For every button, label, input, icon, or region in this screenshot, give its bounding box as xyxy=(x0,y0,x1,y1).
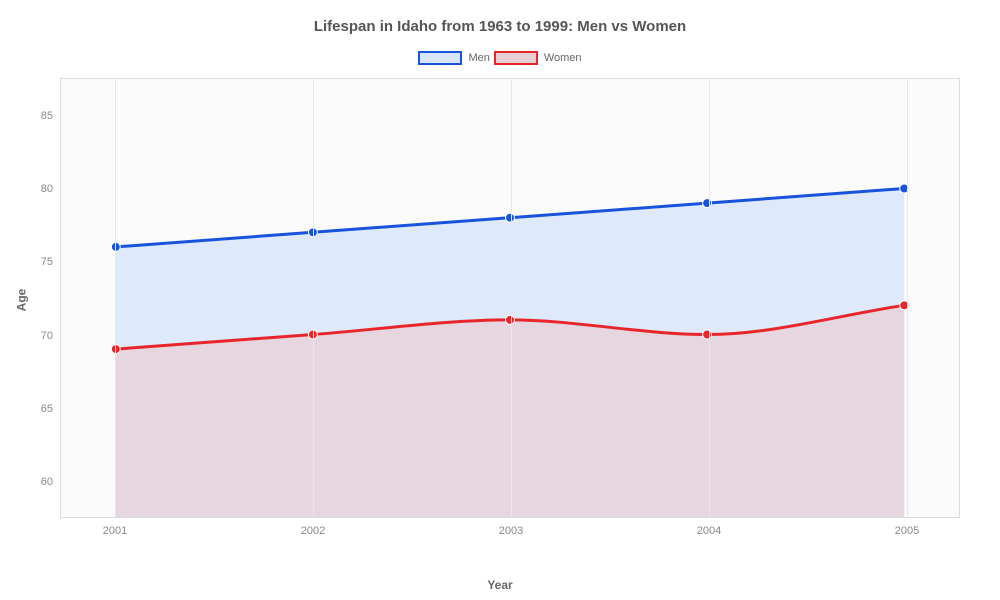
chart-container: Lifespan in Idaho from 1963 to 1999: Men… xyxy=(0,0,1000,600)
y-tick-label: 75 xyxy=(41,256,61,268)
x-tick-label: 2002 xyxy=(301,517,325,537)
data-point[interactable] xyxy=(703,330,712,339)
plot-area: 20012002200320042005606570758085 xyxy=(60,78,960,518)
x-tick-label: 2003 xyxy=(499,517,523,537)
chart-title: Lifespan in Idaho from 1963 to 1999: Men… xyxy=(0,0,1000,35)
y-tick-label: 85 xyxy=(41,110,61,122)
y-tick-label: 70 xyxy=(41,330,61,342)
legend: Men Women xyxy=(0,51,1000,65)
legend-swatch-men xyxy=(418,51,462,65)
grid-line xyxy=(313,79,314,517)
x-tick-label: 2001 xyxy=(103,517,127,537)
legend-label-women: Women xyxy=(544,52,582,64)
x-tick-label: 2004 xyxy=(697,517,721,537)
grid-line xyxy=(709,79,710,517)
legend-item-men: Men xyxy=(418,51,489,65)
x-tick-label: 2005 xyxy=(895,517,919,537)
chart-svg xyxy=(61,79,959,517)
x-axis-title: Year xyxy=(487,578,512,592)
legend-item-women: Women xyxy=(494,51,582,65)
data-point[interactable] xyxy=(506,213,515,222)
grid-line xyxy=(907,79,908,517)
grid-line xyxy=(115,79,116,517)
y-tick-label: 65 xyxy=(41,403,61,415)
grid-line xyxy=(511,79,512,517)
legend-label-men: Men xyxy=(468,52,489,64)
y-axis-title: Age xyxy=(14,289,28,312)
y-tick-label: 60 xyxy=(41,476,61,488)
data-point[interactable] xyxy=(703,199,712,208)
y-tick-label: 80 xyxy=(41,183,61,195)
legend-swatch-women xyxy=(494,51,538,65)
data-point[interactable] xyxy=(506,315,515,324)
